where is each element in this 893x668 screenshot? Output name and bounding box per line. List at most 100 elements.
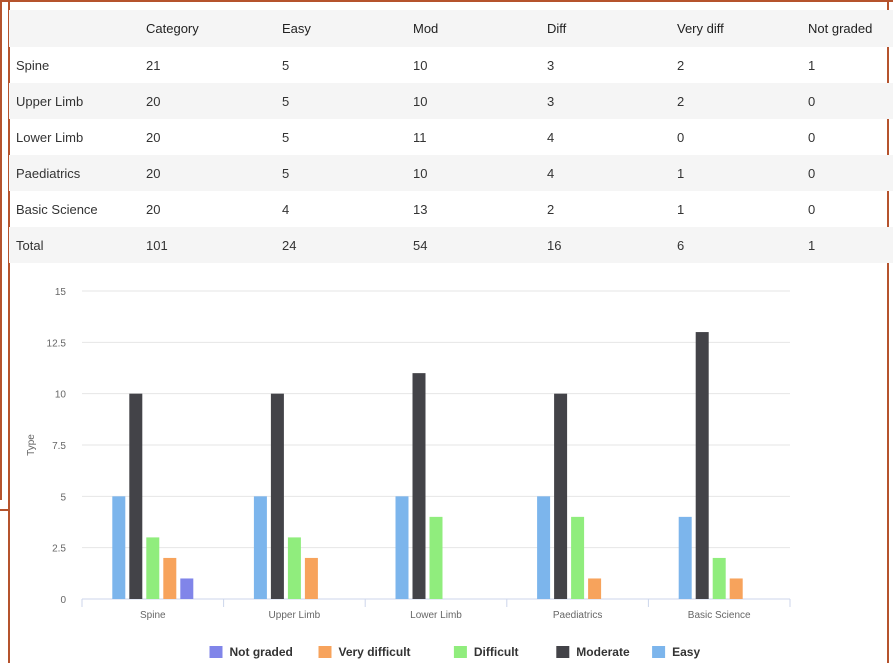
legend-item-label: Moderate (576, 645, 630, 659)
x-tick-label: Paediatrics (553, 610, 602, 621)
table-cell: 11 (413, 129, 427, 145)
table-cell: 1 (677, 201, 685, 217)
bar-moderate (695, 332, 709, 599)
table-header-cell: Diff (547, 10, 677, 47)
table-cell: 6 (677, 227, 808, 263)
legend-item-label: Easy (672, 645, 700, 659)
table-cell: Lower Limb (16, 129, 84, 145)
y-tick-label: 12.5 (47, 338, 67, 349)
table-cell: 20 (146, 83, 282, 119)
table-cell: 0 (808, 83, 893, 119)
table-row: Lower Limb 20 5 11 4 0 0 (9, 119, 893, 155)
table-cell: 1 (808, 57, 816, 73)
table-cell: 2 (677, 83, 808, 119)
legend-item-label: Difficult (474, 645, 519, 659)
table-cell: 13 (413, 201, 428, 217)
bar-easy (678, 516, 692, 599)
frame-inner-left-border (8, 0, 10, 663)
table-cell: 1 (677, 155, 808, 191)
table-cell: 2 (677, 57, 685, 73)
table-cell: 21 (146, 57, 161, 73)
table-row: Spine 21 5 10 3 2 1 (9, 47, 893, 83)
bar-moderate (412, 373, 426, 599)
table-row: Upper Limb 20 5 10 3 2 0 (9, 83, 893, 119)
table-cell: 10 (413, 83, 547, 119)
y-tick-label: 0 (60, 595, 66, 606)
table-cell: 4 (547, 155, 677, 191)
y-tick-label: 7.5 (52, 441, 66, 452)
table-cell: Upper Limb (9, 83, 146, 119)
bar-very-difficult (588, 578, 602, 599)
y-tick-label: 2.5 (52, 544, 66, 555)
table-cell: 24 (282, 227, 413, 263)
frame-top-border (0, 0, 893, 2)
bar-very-difficult (163, 557, 177, 599)
bar-moderate (129, 393, 143, 599)
table-cell: 20 (146, 201, 161, 217)
grading-table: Category Easy Mod Diff Very diff Not graded S… (9, 10, 893, 263)
legend-swatch (318, 646, 332, 658)
table-cell: 20 (146, 155, 282, 191)
bar-difficult (146, 537, 160, 599)
legend-item-label: Very difficult (339, 645, 411, 659)
bar-difficult (429, 516, 443, 599)
bar-easy (537, 496, 551, 599)
table-cell: 10 (413, 155, 547, 191)
legend-swatch (556, 646, 570, 658)
table-cell: 5 (282, 83, 413, 119)
table-cell: 20 (146, 129, 161, 145)
table-cell: 5 (282, 57, 290, 73)
legend-item-label: Not graded (230, 645, 293, 659)
table-header-cell: Easy (282, 10, 413, 47)
table-cell: 2 (547, 201, 555, 217)
legend-swatch (209, 646, 223, 658)
bar-very-difficult (729, 578, 743, 599)
bar-easy (253, 496, 267, 599)
table-cell: Basic Science (16, 201, 98, 217)
bar-chart-container: 0 2.5 5 7.5 10 12.5 15 Type Spine Upper Limb Lower… (0, 270, 893, 663)
table-cell: 0 (808, 201, 816, 217)
table-cell: 3 (547, 83, 677, 119)
y-tick-label: 10 (55, 390, 67, 401)
y-axis-title: Type (26, 434, 37, 456)
table-cell: 0 (677, 129, 685, 145)
table-cell: 101 (146, 227, 282, 263)
table-header-cell: Very diff (677, 10, 808, 47)
table-cell: Spine (16, 57, 50, 73)
table-header-cell: Not graded (808, 10, 893, 47)
table-row: Paediatrics 20 5 10 4 1 0 (9, 155, 893, 191)
table-cell: Total (9, 227, 146, 263)
table-header-cell (9, 10, 146, 47)
y-tick-label: 5 (60, 492, 66, 503)
table-cell: 3 (547, 57, 555, 73)
table-cell: 54 (413, 227, 547, 263)
frame-lower-divider (0, 509, 10, 511)
x-tick-label: Basic Science (688, 610, 751, 621)
table-cell: 4 (547, 129, 555, 145)
x-tick-label: Upper Limb (269, 610, 321, 621)
bar-easy (112, 496, 126, 599)
x-tick-label: Spine (140, 610, 166, 621)
table-row: Total 101 24 54 16 6 1 (9, 227, 893, 263)
bar-difficult (712, 557, 726, 599)
table-row: Basic Science 20 4 13 2 1 0 (9, 191, 893, 227)
x-tick-label: Lower Limb (410, 610, 462, 621)
table-cell: 0 (808, 155, 893, 191)
table-cell: Paediatrics (9, 155, 146, 191)
table-cell: 5 (282, 155, 413, 191)
legend-swatch (453, 646, 467, 658)
bar-easy (395, 496, 409, 599)
table-cell: 16 (547, 227, 677, 263)
bar-very-difficult (304, 557, 318, 599)
table-header-cell: Mod (413, 10, 547, 47)
table-cell: 1 (808, 227, 893, 263)
frame-right-border (887, 0, 889, 663)
grading-table-container: Category Easy Mod Diff Very diff Not graded S… (9, 10, 893, 263)
bar-difficult (571, 516, 585, 599)
table-cell: 4 (282, 201, 290, 217)
bar-chart: 0 2.5 5 7.5 10 12.5 15 Type Spine Upper Limb Lower… (26, 287, 791, 659)
table-header-row: Category Easy Mod Diff Very diff Not graded (9, 10, 893, 47)
bar-difficult (287, 537, 301, 599)
bar-moderate (270, 393, 284, 599)
table-header-cell: Category (146, 10, 282, 47)
